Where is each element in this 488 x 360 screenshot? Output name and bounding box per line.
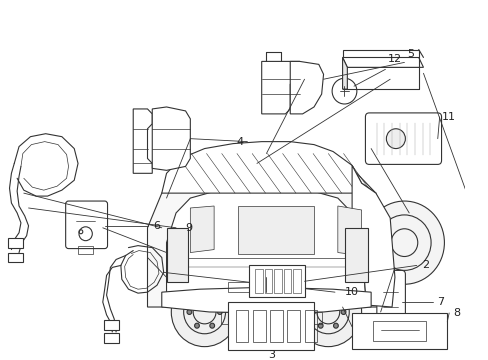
Circle shape: [433, 325, 445, 337]
Text: 12: 12: [387, 54, 401, 64]
Circle shape: [341, 310, 345, 314]
Text: 5: 5: [407, 49, 414, 59]
Bar: [236, 310, 248, 342]
Polygon shape: [162, 141, 375, 193]
Polygon shape: [166, 228, 188, 282]
Bar: [8, 253, 23, 262]
Circle shape: [194, 323, 199, 328]
Bar: [270, 310, 282, 342]
Text: 1: 1: [486, 208, 488, 218]
Bar: [372, 321, 426, 341]
Circle shape: [165, 131, 181, 147]
Circle shape: [171, 277, 238, 347]
Bar: [273, 269, 281, 293]
Text: 11: 11: [441, 112, 455, 122]
Text: 8: 8: [452, 308, 459, 318]
Circle shape: [333, 323, 338, 328]
Circle shape: [333, 296, 338, 301]
Circle shape: [310, 310, 315, 314]
Polygon shape: [342, 58, 346, 89]
Circle shape: [386, 129, 405, 149]
Polygon shape: [290, 62, 323, 114]
Circle shape: [186, 310, 191, 314]
Circle shape: [353, 325, 365, 337]
Text: 4: 4: [236, 137, 243, 147]
Bar: [253, 310, 265, 342]
Polygon shape: [190, 206, 214, 253]
Bar: [228, 302, 313, 350]
Text: 10: 10: [345, 287, 358, 297]
Circle shape: [294, 277, 361, 347]
Circle shape: [364, 201, 444, 284]
Polygon shape: [342, 50, 418, 58]
Circle shape: [194, 296, 199, 301]
FancyBboxPatch shape: [376, 270, 405, 326]
Bar: [304, 310, 316, 342]
Bar: [103, 333, 119, 343]
Polygon shape: [152, 107, 190, 170]
Bar: [8, 238, 23, 248]
Bar: [351, 313, 447, 348]
Circle shape: [209, 323, 214, 328]
Polygon shape: [162, 287, 370, 313]
Bar: [255, 269, 262, 293]
Circle shape: [217, 310, 222, 314]
Bar: [287, 310, 299, 342]
Bar: [249, 265, 304, 297]
Text: 7: 7: [436, 297, 443, 307]
FancyBboxPatch shape: [65, 201, 107, 249]
Polygon shape: [166, 188, 366, 305]
Circle shape: [209, 296, 214, 301]
Text: 3: 3: [267, 350, 274, 360]
Polygon shape: [342, 58, 423, 67]
Text: 9: 9: [184, 223, 192, 233]
Polygon shape: [345, 228, 367, 282]
Bar: [78, 246, 93, 253]
Polygon shape: [261, 62, 299, 114]
Bar: [103, 320, 119, 330]
Bar: [292, 269, 300, 293]
Polygon shape: [147, 162, 389, 307]
FancyBboxPatch shape: [365, 113, 441, 165]
Bar: [313, 312, 321, 324]
Polygon shape: [351, 165, 394, 307]
Text: 6: 6: [153, 221, 160, 231]
Polygon shape: [337, 206, 361, 256]
Polygon shape: [238, 206, 313, 253]
Polygon shape: [133, 109, 152, 173]
Circle shape: [318, 323, 323, 328]
Text: 2: 2: [421, 260, 428, 270]
Bar: [264, 269, 272, 293]
Circle shape: [331, 78, 356, 104]
Circle shape: [318, 296, 323, 301]
Bar: [283, 269, 291, 293]
Bar: [220, 312, 228, 324]
